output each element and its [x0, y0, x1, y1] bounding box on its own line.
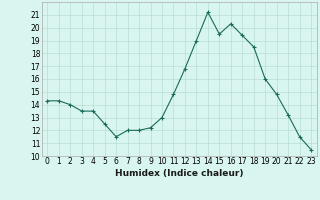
X-axis label: Humidex (Indice chaleur): Humidex (Indice chaleur) — [115, 169, 244, 178]
